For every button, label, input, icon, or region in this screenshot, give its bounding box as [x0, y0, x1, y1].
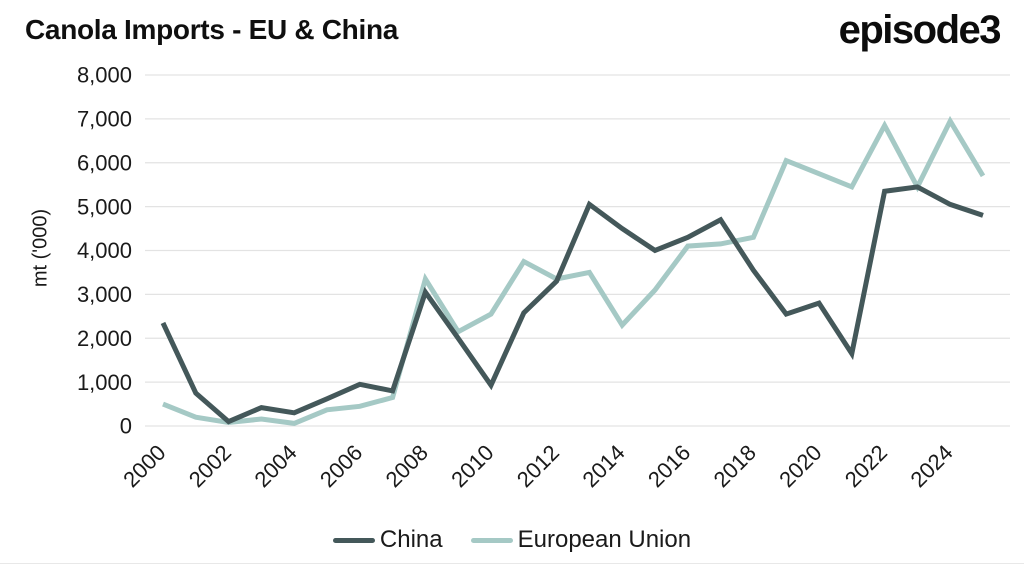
x-tick-label: 2002	[184, 440, 236, 492]
y-tick-label: 0	[120, 414, 132, 439]
x-tick-label: 2014	[577, 440, 629, 492]
x-tick-label: 2024	[905, 440, 957, 492]
x-tick-label: 2022	[840, 440, 892, 492]
y-tick-label: 6,000	[77, 150, 132, 175]
y-tick-label: 7,000	[77, 107, 132, 132]
x-axis-tick-labels: 2000 2002 2004 2006 2008 2010 2012 2014 2016 2018…	[118, 440, 957, 492]
bottom-divider	[0, 563, 1024, 564]
european-union-line-swatch	[470, 537, 513, 543]
x-tick-label: 2016	[643, 440, 695, 492]
gridlines	[145, 74, 1010, 427]
legend-item-china: China	[332, 526, 443, 554]
x-tick-label: 2008	[381, 440, 433, 492]
y-axis-tick-labels: 0 1,000 2,000 3,000 4,000 5,000 6,000 7,000 8,00…	[77, 63, 132, 439]
y-tick-label: 5,000	[77, 194, 132, 219]
y-tick-label: 3,000	[77, 282, 132, 307]
x-tick-label: 2018	[709, 440, 761, 492]
chart-title: Canola Imports - EU & China	[25, 14, 399, 45]
chart-legend: China European Union	[0, 526, 1024, 554]
legend-label-european-union: European Union	[517, 526, 692, 553]
china-line	[160, 184, 984, 425]
legend-item-european-union: European Union	[470, 526, 692, 554]
x-tick-label: 2020	[774, 440, 826, 492]
y-tick-label: 8,000	[77, 63, 132, 88]
china-line-swatch	[332, 537, 375, 543]
x-tick-label: 2004	[249, 440, 301, 492]
y-tick-label: 1,000	[77, 370, 132, 395]
x-tick-label: 2000	[118, 440, 170, 492]
brand-logo: episode3	[838, 8, 1002, 52]
x-tick-label: 2006	[315, 440, 367, 492]
x-tick-label: 2010	[446, 440, 498, 492]
y-tick-label: 4,000	[77, 238, 132, 263]
european-union-line	[162, 115, 986, 426]
legend-label-china: China	[379, 526, 443, 553]
y-tick-label: 2,000	[77, 326, 132, 351]
x-tick-label: 2012	[512, 440, 564, 492]
